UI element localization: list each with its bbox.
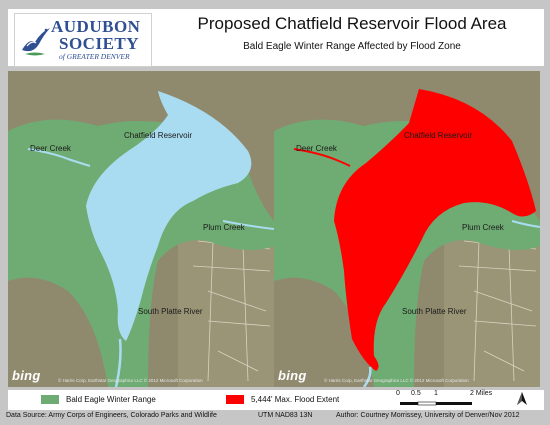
- imagery-credit: © Harris Corp, Earthstar Geographics LLC…: [58, 378, 203, 383]
- egret-logo-icon: [22, 28, 50, 56]
- label-plum-creek: Plum Creek: [203, 223, 245, 232]
- scale-bar: [400, 401, 472, 406]
- scale-tick-half: 0.5: [411, 390, 421, 397]
- map-panel-flood-extent[interactable]: Chatfield Reservoir Deer Creek Plum Cree…: [274, 71, 540, 387]
- map-canvas-left: [8, 71, 274, 387]
- plum-creek-stream: [511, 220, 540, 228]
- logo-text-society: SOCIETY: [59, 34, 140, 53]
- flood-extent-area: [334, 89, 536, 371]
- label-south-platte-river: South Platte River: [402, 307, 467, 316]
- chatfield-reservoir-water: [86, 91, 252, 341]
- map-panel-current-reservoir[interactable]: Chatfield Reservoir Deer Creek Plum Cree…: [8, 71, 274, 387]
- scale-tick-2-miles: 2 Miles: [470, 390, 493, 397]
- plum-creek-stream: [222, 220, 274, 230]
- projection-text: UTM NAD83 13N: [258, 412, 313, 419]
- data-source-text: Data Source: Army Corps of Engineers, Co…: [6, 412, 217, 419]
- bing-logo: bing: [278, 368, 307, 383]
- scale-tick-0: 0: [396, 390, 400, 397]
- label-chatfield-reservoir: Chatfield Reservoir: [124, 131, 193, 140]
- label-plum-creek: Plum Creek: [462, 223, 504, 232]
- author-text: Author: Courtney Morrissey, University o…: [336, 412, 520, 419]
- deer-creek-stream: [27, 148, 91, 167]
- map-title: Proposed Chatfield Reservoir Flood Area: [197, 14, 507, 33]
- scale-tick-1: 1: [434, 390, 438, 397]
- logo-text-audubon: AUDUBON: [51, 17, 141, 36]
- south-platte-river-stream: [114, 338, 122, 387]
- label-south-platte-river: South Platte River: [138, 307, 203, 316]
- deer-creek-stream: [293, 148, 351, 167]
- legend-label-flood-extent: 5,444' Max. Flood Extent: [251, 395, 340, 404]
- north-arrow-icon: [517, 392, 527, 405]
- audubon-logo: AUDUBON SOCIETY of GREATER DENVER: [14, 13, 152, 67]
- logo-text-greater-denver: of GREATER DENVER: [59, 52, 130, 61]
- map-subtitle: Bald Eagle Winter Range Affected by Floo…: [243, 41, 461, 52]
- map-canvas-right: [274, 71, 540, 387]
- legend-swatch-eagle-range: [41, 395, 59, 404]
- legend-swatch-flood-extent: [226, 395, 244, 404]
- label-chatfield-reservoir: Chatfield Reservoir: [404, 131, 473, 140]
- bing-logo: bing: [12, 368, 41, 383]
- label-deer-creek: Deer Creek: [296, 144, 337, 153]
- imagery-credit: © Harris Corp, Earthstar Geographics LLC…: [324, 378, 469, 383]
- legend-label-eagle-range: Bald Eagle Winter Range: [66, 395, 156, 404]
- label-deer-creek: Deer Creek: [30, 144, 71, 153]
- south-platte-river-stream: [362, 366, 372, 387]
